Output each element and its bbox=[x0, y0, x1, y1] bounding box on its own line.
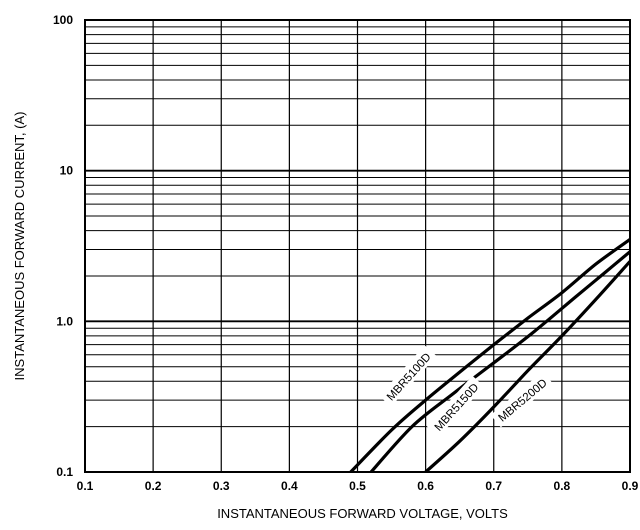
series-line-2 bbox=[369, 250, 630, 472]
series-line-1 bbox=[349, 238, 630, 472]
x-tick-label: 0.8 bbox=[554, 479, 571, 493]
x-tick-label: 0.5 bbox=[349, 479, 366, 493]
x-tick-label: 0.6 bbox=[417, 479, 434, 493]
x-tick-label: 0.7 bbox=[485, 479, 502, 493]
series-label-backing bbox=[490, 371, 553, 428]
major-gridlines bbox=[84, 19, 631, 473]
plot-frame bbox=[84, 19, 631, 473]
series-line-3 bbox=[424, 260, 630, 472]
x-tick-label: 0.4 bbox=[281, 479, 298, 493]
y-tick-label: 100 bbox=[53, 13, 73, 27]
x-tick-labels: 0.1 0.2 0.3 0.4 0.5 0.6 0.7 0.8 0.9 bbox=[77, 479, 639, 493]
x-tick-label: 0.1 bbox=[77, 479, 94, 493]
x-axis-title: INSTANTANEOUS FORWARD VOLTAGE, VOLTS bbox=[217, 506, 508, 521]
x-tick-label: 0.3 bbox=[213, 479, 230, 493]
series-label-backing bbox=[379, 345, 437, 407]
series-label-backing bbox=[426, 375, 485, 437]
x-tick-label: 0.2 bbox=[145, 479, 162, 493]
series-curves bbox=[349, 238, 630, 472]
y-tick-labels: 0.1 1.0 10 100 bbox=[53, 13, 73, 479]
y-axis-title: INSTANTANEOUS FORWARD CURRENT, (A) bbox=[12, 112, 27, 381]
series-label: MBR5100D bbox=[385, 351, 434, 403]
series-label: MBR5200D bbox=[496, 377, 549, 424]
y-tick-label: 0.1 bbox=[56, 465, 73, 479]
y-tick-label: 1.0 bbox=[56, 314, 73, 328]
x-tick-label: 0.9 bbox=[622, 479, 639, 493]
y-tick-label: 10 bbox=[60, 164, 74, 178]
